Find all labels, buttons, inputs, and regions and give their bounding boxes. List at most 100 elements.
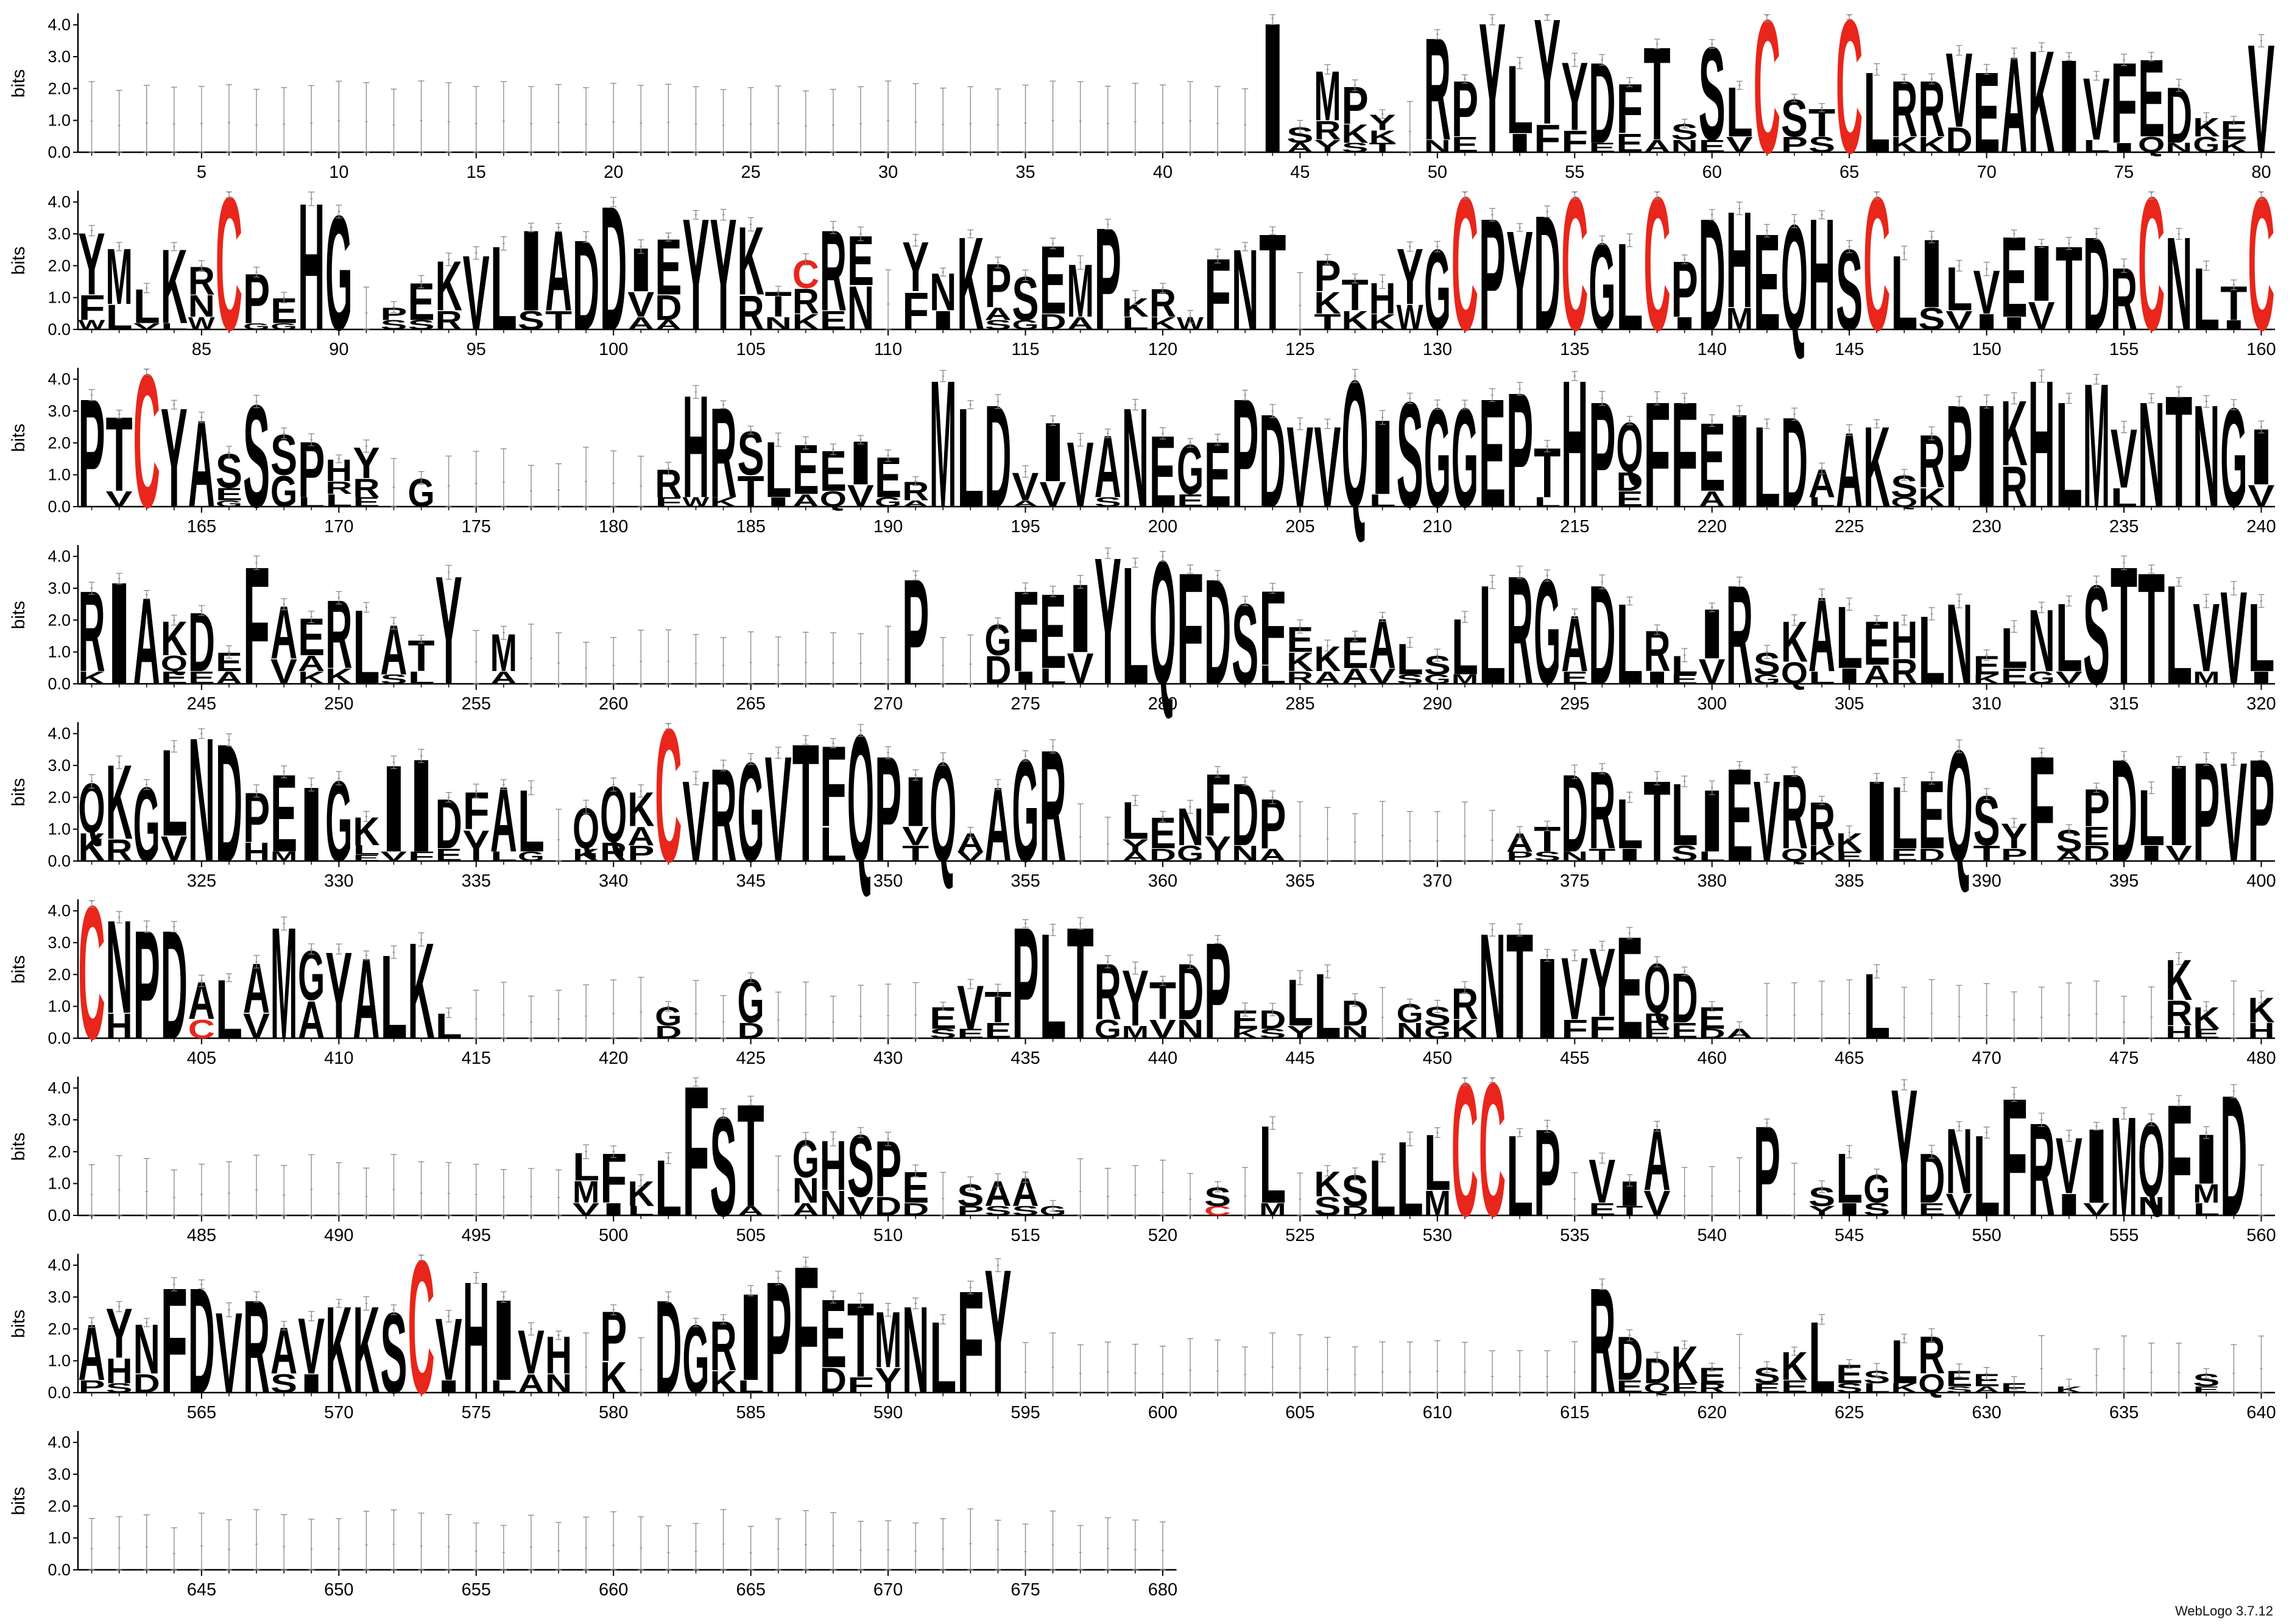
logo-letter-R-pos-171: R — [353, 474, 379, 503]
error-bar — [2231, 279, 2237, 290]
x-tick-label: 680 — [1148, 1580, 1177, 1600]
error-bar — [1928, 231, 1935, 244]
error-bar — [1379, 410, 1386, 425]
logo-letter-E-pos-56: E — [1589, 141, 1615, 155]
error-bar — [281, 598, 287, 610]
error-bar — [1901, 469, 1908, 481]
error-bar — [143, 283, 150, 294]
error-bar — [2231, 116, 2237, 125]
x-tick-label: 610 — [1423, 1403, 1452, 1422]
error-bar — [555, 1522, 562, 1570]
x-tick-label: 535 — [1560, 1226, 1589, 1245]
error-bar — [747, 631, 754, 684]
error-bar — [693, 980, 699, 1039]
logo-letter-C-pos-156: C — [2138, 157, 2165, 370]
error-bar — [171, 242, 177, 251]
error-bar — [720, 400, 727, 409]
logo-letter-R-pos-231: R — [2001, 455, 2028, 519]
error-bar — [1297, 120, 1303, 134]
error-bar — [1132, 82, 1138, 153]
error-bar — [1434, 29, 1441, 40]
error-bar — [2121, 258, 2128, 273]
x-tick-label: 510 — [873, 1226, 903, 1245]
error-bar — [198, 86, 205, 153]
logo-letter-A-pos-246: A — [216, 669, 242, 688]
y-tick-label: 4.0 — [48, 547, 71, 566]
logo-letter-F-pos-111: F — [902, 281, 929, 341]
error-bar — [363, 82, 370, 153]
logo-letter-K-pos-67: K — [1891, 132, 1917, 157]
error-bar — [1406, 1341, 1413, 1393]
x-tick-label: 465 — [1835, 1049, 1864, 1068]
error-bar — [1406, 241, 1413, 252]
error-bar — [363, 286, 370, 330]
error-bar — [198, 260, 205, 272]
logo-letter-L-pos-74: L — [2083, 136, 2110, 156]
error-bar — [1791, 407, 1797, 421]
logo-letter-L-pos-169: L — [298, 495, 325, 510]
error-bar — [1297, 417, 1303, 431]
error-bar — [1819, 103, 1825, 113]
logo-letter-N-pos-77: N — [2165, 140, 2192, 155]
error-bar — [1352, 79, 1358, 91]
error-bar — [1379, 1341, 1386, 1393]
logo-letter-I-pos-139: I — [1671, 314, 1698, 333]
error-bar — [775, 636, 781, 684]
error-bar — [1791, 1162, 1797, 1216]
error-bar — [1736, 405, 1743, 417]
error-bar — [555, 809, 562, 862]
x-tick-label: 290 — [1423, 694, 1452, 714]
error-bar — [775, 1518, 781, 1570]
error-bar — [225, 1519, 232, 1570]
error-bar — [995, 256, 1001, 269]
error-bar — [1242, 242, 1249, 251]
error-bar — [830, 220, 836, 234]
error-bar — [1269, 404, 1276, 418]
logo-letter-I-pos-75: I — [2111, 140, 2137, 155]
logo-letter-A-pos-117: A — [1067, 314, 1094, 334]
x-tick-label: 105 — [736, 340, 765, 359]
y-tick-label: 2.0 — [48, 965, 71, 983]
weblogo-credit: WebLogo 3.7.12 — [2174, 1603, 2273, 1619]
x-tick-label: 440 — [1148, 1049, 1177, 1068]
error-bar — [1736, 80, 1743, 90]
logo-letter-G-pos-88: G — [270, 322, 297, 331]
x-tick-label: 560 — [2246, 1226, 2276, 1245]
error-bar — [638, 977, 644, 1039]
error-bar — [1626, 233, 1633, 247]
error-bar — [1763, 14, 1770, 23]
error-bar — [1681, 1167, 1688, 1216]
logo-letter-A-pos-58: A — [1643, 137, 1670, 156]
x-tick-label: 340 — [599, 871, 628, 891]
x-tick-label: 50 — [1428, 163, 1447, 182]
error-bar — [747, 1525, 754, 1570]
error-bar — [1215, 248, 1221, 264]
error-bar — [308, 611, 315, 624]
logo-letter-N-pos-109: N — [847, 273, 874, 343]
error-bar — [665, 232, 672, 242]
logo-letter-C-pos-163: C — [133, 334, 160, 547]
error-bar — [857, 435, 864, 445]
error-bar — [1571, 52, 1578, 67]
x-tick-label: 295 — [1560, 694, 1589, 714]
error-bar — [473, 1164, 479, 1216]
error-bar — [1791, 94, 1797, 103]
error-bar — [1654, 38, 1660, 49]
error-bar — [1077, 1158, 1084, 1216]
logo-letter-E-pos-201: E — [1177, 491, 1204, 510]
error-bar — [1928, 73, 1935, 85]
error-bar — [2038, 369, 2045, 383]
error-bar — [1846, 14, 1853, 20]
error-bar — [1242, 1167, 1249, 1216]
x-tick-label: 415 — [462, 1049, 491, 1068]
error-bar — [500, 448, 507, 507]
error-bar — [693, 1523, 699, 1570]
x-tick-label: 360 — [1148, 871, 1177, 891]
x-tick-label: 55 — [1565, 163, 1584, 182]
error-bar — [1928, 426, 1935, 440]
x-tick-label: 600 — [1148, 1403, 1177, 1422]
error-bar — [418, 275, 425, 289]
x-tick-label: 225 — [1835, 517, 1864, 536]
